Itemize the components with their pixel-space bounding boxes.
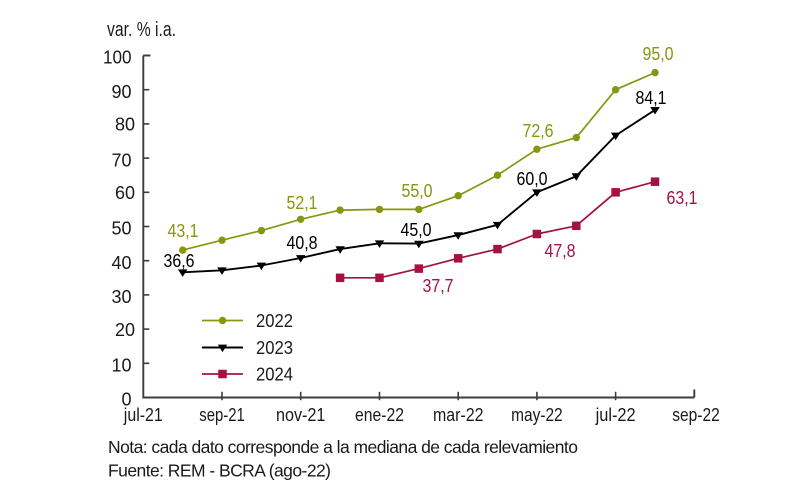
svg-text:95,0: 95,0 xyxy=(643,44,674,64)
svg-text:var. % i.a.: var. % i.a. xyxy=(107,18,176,41)
svg-text:45,0: 45,0 xyxy=(401,220,432,240)
svg-text:10: 10 xyxy=(111,356,131,376)
svg-text:0: 0 xyxy=(121,390,131,410)
svg-text:2023: 2023 xyxy=(256,338,293,358)
svg-text:84,1: 84,1 xyxy=(636,88,667,108)
svg-text:90: 90 xyxy=(111,82,131,102)
svg-text:43,1: 43,1 xyxy=(168,221,199,241)
svg-text:sep-22: sep-22 xyxy=(672,405,720,425)
svg-text:50: 50 xyxy=(111,219,131,239)
svg-text:63,1: 63,1 xyxy=(667,188,698,208)
svg-text:2022: 2022 xyxy=(256,311,293,331)
svg-text:may-22: may-22 xyxy=(511,405,563,425)
svg-text:20: 20 xyxy=(115,320,135,340)
svg-text:100: 100 xyxy=(103,48,132,68)
svg-text:jul-21: jul-21 xyxy=(123,405,163,425)
svg-text:72,6: 72,6 xyxy=(523,121,554,141)
svg-text:jul-22: jul-22 xyxy=(595,405,636,425)
svg-text:mar-22: mar-22 xyxy=(433,405,484,425)
svg-text:47,8: 47,8 xyxy=(545,241,576,261)
svg-text:70: 70 xyxy=(111,150,131,170)
svg-text:Nota: cada dato corresponde a: Nota: cada dato corresponde a la mediana… xyxy=(108,437,577,457)
svg-text:55,0: 55,0 xyxy=(402,181,433,201)
svg-text:36,6: 36,6 xyxy=(164,251,195,271)
svg-text:2024: 2024 xyxy=(256,365,293,385)
svg-text:37,7: 37,7 xyxy=(423,276,454,296)
svg-text:nov-21: nov-21 xyxy=(276,405,326,425)
svg-text:60,0: 60,0 xyxy=(517,169,548,189)
svg-text:40,8: 40,8 xyxy=(287,233,318,253)
svg-text:52,1: 52,1 xyxy=(287,193,318,213)
svg-text:30: 30 xyxy=(111,287,131,307)
svg-text:40: 40 xyxy=(111,253,131,273)
svg-text:80: 80 xyxy=(115,115,135,135)
svg-text:sep-21: sep-21 xyxy=(199,405,245,425)
svg-text:ene-22: ene-22 xyxy=(355,405,404,425)
svg-text:60: 60 xyxy=(115,183,135,203)
svg-text:Fuente: REM - BCRA (ago-22): Fuente: REM - BCRA (ago-22) xyxy=(108,461,330,481)
